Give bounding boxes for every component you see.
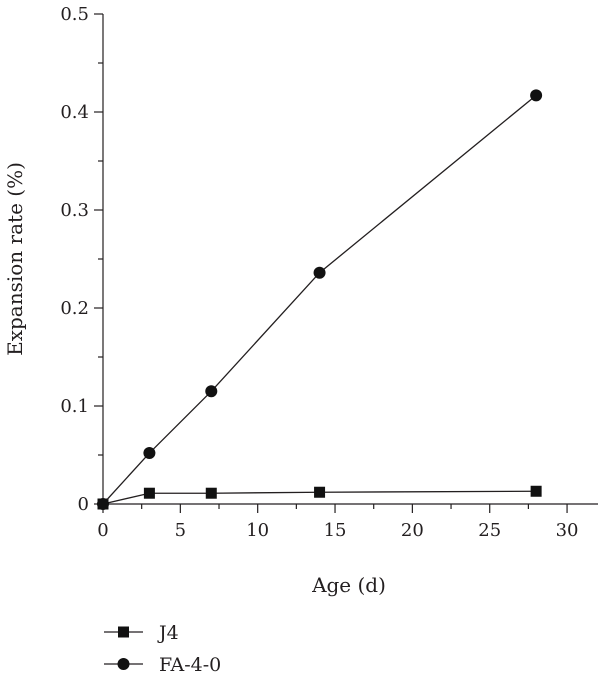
x-tick-label: 0 [97, 520, 108, 541]
x-tick-label: 5 [175, 520, 186, 541]
y-axis-ticks: 0 0.1 0.2 0.3 0.4 0.5 [60, 4, 103, 515]
y-axis-title: Expansion rate (%) [3, 162, 27, 356]
y-tick-label: 0.1 [60, 396, 89, 417]
data-point-j4 [314, 486, 326, 498]
x-tick-label: 20 [401, 520, 424, 541]
series-group [97, 89, 543, 510]
y-tick-label: 0.5 [60, 4, 89, 25]
x-tick-label: 15 [324, 520, 347, 541]
data-point-fa-4-0 [143, 447, 156, 460]
data-point-j4 [530, 485, 542, 497]
legend: J4 FA-4-0 [104, 622, 221, 676]
legend-label-fa-4-0: FA-4-0 [159, 654, 221, 676]
data-point-fa-4-0 [530, 89, 543, 102]
legend-marker-circle [117, 658, 130, 670]
data-point-fa-4-0 [97, 498, 109, 510]
y-tick-label: 0 [78, 494, 89, 515]
data-point-fa-4-0 [313, 266, 326, 279]
x-axis-title: Age (d) [311, 573, 386, 597]
y-tick-label: 0.4 [60, 102, 89, 123]
data-point-j4 [205, 487, 217, 499]
y-tick-label: 0.2 [60, 298, 89, 319]
legend-marker-square [118, 626, 129, 638]
x-tick-label: 10 [246, 520, 269, 541]
series-line-fa-4-0 [102, 94, 537, 505]
series-fa-4-0 [97, 89, 543, 510]
data-point-j4 [143, 487, 155, 499]
plot-frame [102, 14, 598, 505]
x-axis-ticks: 0 5 10 15 20 25 30 [97, 504, 579, 541]
series-j4 [97, 485, 542, 510]
x-tick-label: 30 [556, 520, 579, 541]
x-tick-label: 25 [478, 520, 501, 541]
legend-item-j4: J4 [104, 622, 179, 644]
legend-label-j4: J4 [157, 622, 179, 644]
legend-item-fa-4-0: FA-4-0 [104, 654, 221, 676]
data-point-fa-4-0 [205, 385, 218, 398]
y-tick-label: 0.3 [60, 200, 89, 221]
